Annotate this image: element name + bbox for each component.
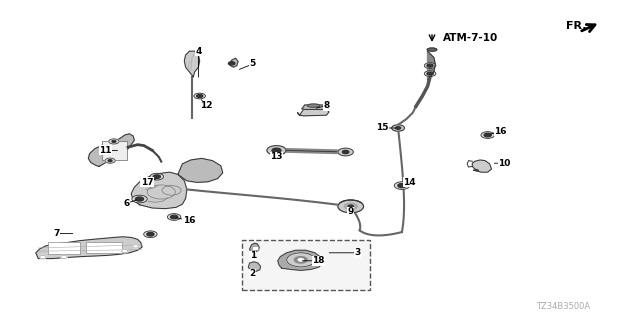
Text: 2: 2 <box>250 269 256 278</box>
Text: 11: 11 <box>99 146 112 155</box>
Circle shape <box>287 253 315 267</box>
Text: 18: 18 <box>312 256 325 265</box>
Text: TZ34B3500A: TZ34B3500A <box>536 302 590 311</box>
Circle shape <box>61 255 67 259</box>
Polygon shape <box>184 51 200 77</box>
Circle shape <box>484 133 492 137</box>
Circle shape <box>427 72 433 75</box>
Circle shape <box>108 160 112 162</box>
Polygon shape <box>36 237 142 259</box>
Circle shape <box>392 125 404 131</box>
Text: 6: 6 <box>124 199 130 208</box>
Circle shape <box>228 62 235 65</box>
Ellipse shape <box>307 104 320 107</box>
Circle shape <box>150 173 164 180</box>
Circle shape <box>338 148 353 156</box>
Circle shape <box>147 232 154 236</box>
Text: ATM-7-10: ATM-7-10 <box>443 33 498 44</box>
Circle shape <box>427 64 433 67</box>
Text: 16: 16 <box>494 127 507 136</box>
Circle shape <box>194 93 205 99</box>
Text: 3: 3 <box>354 248 360 257</box>
Text: 13: 13 <box>270 152 283 161</box>
Ellipse shape <box>428 48 437 51</box>
Circle shape <box>398 184 406 188</box>
Polygon shape <box>428 51 435 80</box>
Polygon shape <box>250 243 259 253</box>
Polygon shape <box>472 160 492 172</box>
Bar <box>102 141 127 160</box>
Circle shape <box>40 255 46 259</box>
Circle shape <box>132 195 147 203</box>
Text: 12: 12 <box>200 101 212 110</box>
Circle shape <box>168 214 181 220</box>
Text: 9: 9 <box>348 207 354 216</box>
Circle shape <box>424 71 436 76</box>
Text: 17: 17 <box>141 178 154 187</box>
Circle shape <box>267 146 286 155</box>
Text: 5: 5 <box>250 60 256 68</box>
Circle shape <box>342 150 349 154</box>
Polygon shape <box>248 262 260 271</box>
Polygon shape <box>229 58 238 67</box>
Bar <box>242 240 370 290</box>
Circle shape <box>338 200 364 213</box>
Circle shape <box>196 94 203 98</box>
Circle shape <box>122 250 128 253</box>
Circle shape <box>132 245 139 248</box>
Polygon shape <box>298 109 329 116</box>
Bar <box>252 246 258 250</box>
Circle shape <box>394 182 410 189</box>
Circle shape <box>153 175 161 179</box>
Circle shape <box>424 63 436 68</box>
Polygon shape <box>178 158 223 182</box>
Polygon shape <box>88 134 134 166</box>
Circle shape <box>348 205 353 208</box>
Bar <box>86 242 122 253</box>
Circle shape <box>136 197 143 201</box>
Circle shape <box>109 139 119 144</box>
Text: 4: 4 <box>195 47 202 56</box>
Polygon shape <box>302 105 328 109</box>
Text: 14: 14 <box>403 178 416 187</box>
Text: FR.: FR. <box>566 20 586 31</box>
Circle shape <box>112 140 116 142</box>
Text: 1: 1 <box>250 252 256 260</box>
Circle shape <box>481 132 495 139</box>
Text: 10: 10 <box>498 159 511 168</box>
Circle shape <box>143 231 157 237</box>
Text: 16: 16 <box>182 216 195 225</box>
Circle shape <box>272 148 281 153</box>
Text: 7: 7 <box>53 229 60 238</box>
Circle shape <box>105 158 115 163</box>
Text: 8: 8 <box>323 101 330 110</box>
Circle shape <box>298 259 303 261</box>
Circle shape <box>396 127 401 129</box>
Polygon shape <box>131 172 187 209</box>
Polygon shape <box>278 250 323 270</box>
Text: 15: 15 <box>376 124 389 132</box>
Circle shape <box>294 257 307 263</box>
Circle shape <box>170 215 178 219</box>
Bar <box>48 242 80 254</box>
Circle shape <box>344 203 357 210</box>
